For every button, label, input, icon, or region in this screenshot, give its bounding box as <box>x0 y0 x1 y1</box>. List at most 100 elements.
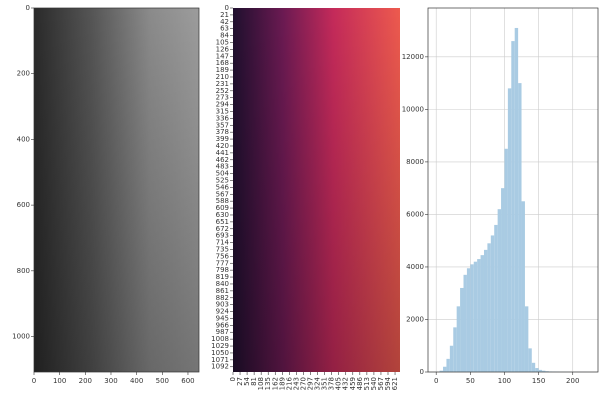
y-tick-label: 567 <box>216 190 229 198</box>
y-tick-label: 840 <box>216 280 229 288</box>
y-tick-label: 420 <box>216 142 229 150</box>
hist-bar <box>504 148 508 372</box>
y-tick-label: 200 <box>17 70 30 78</box>
y-tick-label: 168 <box>216 59 229 67</box>
y-tick-label: 357 <box>216 121 229 129</box>
y-tick-label: 588 <box>216 197 229 205</box>
x-tick-label: 600 <box>181 377 194 385</box>
y-tick-label: 777 <box>216 259 229 267</box>
x-tick-label: 500 <box>156 377 169 385</box>
x-tick-label: 216 <box>285 376 293 390</box>
y-tick-label: 756 <box>216 252 230 260</box>
x-tick-label: 351 <box>321 377 329 390</box>
y-tick-label: 273 <box>216 94 229 102</box>
y-tick-label: 819 <box>216 273 229 281</box>
hist-bar <box>449 345 454 372</box>
y-tick-label: 315 <box>216 107 229 115</box>
y-tick-label: 378 <box>216 128 229 136</box>
x-tick-label: 135 <box>264 377 272 390</box>
y-tick-label: 945 <box>216 314 229 322</box>
hist-bar <box>483 249 488 372</box>
y-tick-label: 336 <box>216 114 230 122</box>
hist-bar <box>507 88 512 372</box>
x-tick-label: 108 <box>257 377 265 390</box>
y-tick-label: 0 <box>420 368 424 376</box>
x-tick-label: 0 <box>434 377 438 385</box>
x-tick-label: 27 <box>236 377 244 386</box>
x-tick-label: 486 <box>356 376 364 390</box>
y-tick-label: 903 <box>216 301 229 309</box>
y-tick-label: 2000 <box>406 315 424 323</box>
y-tick-label: 1008 <box>211 335 229 343</box>
hist-bar <box>446 358 450 372</box>
x-tick-label: 297 <box>306 377 314 390</box>
x-tick-label: 81 <box>250 377 258 386</box>
image-frame <box>33 7 200 373</box>
x-tick-label: 100 <box>498 377 511 385</box>
hist-bar <box>443 366 447 372</box>
y-tick-label: 63 <box>220 25 229 33</box>
hist-bar <box>456 306 461 372</box>
hist-bar <box>528 348 532 372</box>
hist-bar <box>470 264 474 372</box>
hist-bar <box>439 370 444 372</box>
x-tick-label: 200 <box>566 377 579 385</box>
y-tick-label: 924 <box>216 308 230 316</box>
y-tick-label: 1092 <box>211 363 229 371</box>
y-tick-label: 987 <box>216 328 229 336</box>
hist-bar <box>490 235 495 372</box>
y-tick-label: 462 <box>216 156 229 164</box>
hist-bar <box>494 224 498 372</box>
y-tick-label: 42 <box>220 18 229 26</box>
x-tick-label: 324 <box>314 376 322 390</box>
y-tick-label: 800 <box>17 267 30 275</box>
hist-bar <box>463 274 467 372</box>
hist-bar <box>545 371 549 372</box>
y-tick-label: 546 <box>216 183 230 191</box>
y-tick-label: 1029 <box>211 342 229 350</box>
hist-bar <box>521 201 525 372</box>
y-tick-label: 10000 <box>402 105 424 113</box>
hist-bar <box>524 306 529 372</box>
y-tick-label: 504 <box>216 170 230 178</box>
hist-bar <box>480 255 484 372</box>
x-tick-label: 50 <box>466 377 475 385</box>
y-tick-label: 399 <box>216 135 229 143</box>
x-tick-label: 200 <box>79 377 92 385</box>
hist-bar <box>453 327 457 372</box>
x-tick-label: 400 <box>130 377 143 385</box>
hist-bar <box>473 261 478 372</box>
y-tick-label: 4000 <box>406 263 424 271</box>
x-tick-label: 100 <box>53 377 66 385</box>
hist-bar <box>531 362 536 372</box>
y-tick-label: 252 <box>216 87 229 95</box>
y-tick-label: 105 <box>216 38 229 46</box>
x-tick-label: 54 <box>243 376 251 385</box>
y-tick-label: 294 <box>216 101 230 109</box>
y-tick-label: 126 <box>216 45 230 53</box>
x-tick-label: 162 <box>271 377 279 390</box>
y-tick-label: 0 <box>26 4 30 12</box>
hist-bar <box>460 287 464 372</box>
hist-bar <box>501 188 505 372</box>
y-tick-label: 21 <box>220 11 229 19</box>
x-tick-label: 567 <box>377 377 385 390</box>
x-tick-label: 150 <box>532 377 545 385</box>
y-tick-label: 1050 <box>211 349 229 357</box>
hist-bar <box>497 209 502 372</box>
y-tick-label: 6000 <box>406 210 424 218</box>
y-tick-label: 735 <box>216 245 229 253</box>
y-tick-label: 714 <box>216 239 230 247</box>
heatmap-shade <box>233 8 400 372</box>
y-tick-label: 12000 <box>402 53 424 61</box>
image-shade <box>34 8 199 372</box>
x-tick-label: 270 <box>299 377 307 390</box>
hist-bar <box>511 41 515 372</box>
y-tick-label: 966 <box>216 321 230 329</box>
y-tick-label: 798 <box>216 266 229 274</box>
x-tick-label: 0 <box>229 377 237 381</box>
hist-frame <box>427 7 599 373</box>
y-tick-label: 441 <box>216 149 229 157</box>
y-tick-label: 525 <box>216 176 229 184</box>
